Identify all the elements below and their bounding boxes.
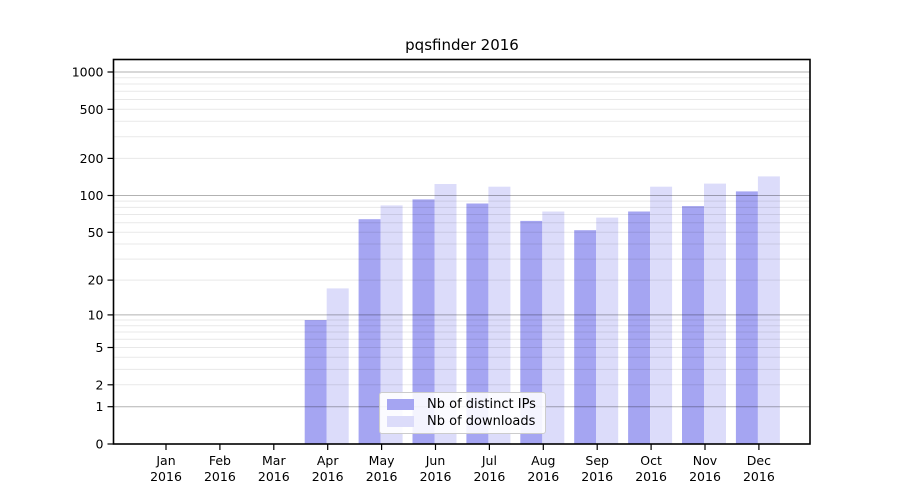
- bar-downloads-oct: [650, 186, 673, 444]
- y-tick-label: 10: [88, 307, 104, 322]
- x-tick-label-month: Dec: [747, 453, 771, 468]
- x-tick-label-month: Jan: [155, 453, 175, 468]
- y-tick-label: 50: [88, 225, 104, 240]
- bar-distinct-ips-may: [358, 219, 381, 444]
- legend-item-distinct-ips: Nb of distinct IPs: [387, 397, 539, 412]
- y-tick-label: 20: [88, 273, 104, 288]
- bar-downloads-jun: [434, 184, 457, 444]
- chart-title: pqsfinder 2016: [405, 36, 519, 54]
- bar-distinct-ips-dec: [735, 191, 758, 444]
- y-tick-label: 1: [96, 399, 104, 414]
- bar-downloads-may: [380, 205, 403, 444]
- y-tick-label: 200: [80, 151, 104, 166]
- x-tick-label-year: 2016: [743, 469, 775, 484]
- x-tick-label-month: Jul: [481, 453, 497, 468]
- legend-label-distinct-ips: Nb of distinct IPs: [427, 397, 536, 412]
- y-tick-label: 100: [80, 188, 104, 203]
- bar-downloads-dec: [757, 176, 780, 444]
- x-tick-label-year: 2016: [635, 469, 667, 484]
- x-tick-label-year: 2016: [473, 469, 505, 484]
- legend: Nb of distinct IPs Nb of downloads: [379, 392, 546, 434]
- bar-downloads-aug: [542, 211, 565, 444]
- x-tick-label-year: 2016: [581, 469, 613, 484]
- legend-swatch-downloads: [387, 416, 414, 427]
- y-tick-label: 0: [96, 437, 104, 452]
- bar-distinct-ips-aug: [520, 220, 543, 444]
- x-tick-label-year: 2016: [312, 469, 344, 484]
- x-tick-label-year: 2016: [204, 469, 236, 484]
- x-tick-label-month: Apr: [317, 453, 339, 468]
- x-tick-label-month: Nov: [693, 453, 718, 468]
- y-tick-label: 500: [80, 102, 104, 117]
- plot-border: [112, 58, 811, 445]
- bar-distinct-ips-apr: [304, 320, 327, 444]
- x-tick-label-month: Jun: [425, 453, 446, 468]
- legend-item-downloads: Nb of downloads: [387, 414, 539, 429]
- x-tick-label-month: Aug: [531, 453, 555, 468]
- x-tick-label-month: Sep: [585, 453, 609, 468]
- x-tick-label-month: May: [369, 453, 395, 468]
- x-tick-label-month: Mar: [262, 453, 286, 468]
- y-tick-label: 1000: [72, 65, 104, 80]
- bar-distinct-ips-sep: [574, 230, 597, 444]
- x-tick-label-year: 2016: [366, 469, 398, 484]
- y-tick-label: 5: [96, 340, 104, 355]
- x-tick-label-month: Oct: [640, 453, 662, 468]
- bar-distinct-ips-nov: [682, 206, 704, 444]
- legend-label-downloads: Nb of downloads: [427, 414, 536, 429]
- bar-downloads-sep: [596, 217, 619, 444]
- bar-downloads-jul: [488, 186, 511, 444]
- y-tick-label: 2: [96, 377, 104, 392]
- legend-swatch-distinct-ips: [387, 399, 414, 410]
- x-tick-label-year: 2016: [527, 469, 559, 484]
- bar-distinct-ips-jul: [466, 203, 489, 444]
- bar-distinct-ips-jun: [412, 199, 435, 444]
- bar-downloads-apr: [326, 288, 349, 444]
- x-tick-label-year: 2016: [150, 469, 182, 484]
- x-tick-label-year: 2016: [258, 469, 290, 484]
- x-tick-label-year: 2016: [689, 469, 721, 484]
- x-tick-label-month: Feb: [209, 453, 231, 468]
- x-tick-label-year: 2016: [420, 469, 452, 484]
- bar-distinct-ips-oct: [628, 211, 651, 444]
- bar-downloads-nov: [704, 183, 726, 444]
